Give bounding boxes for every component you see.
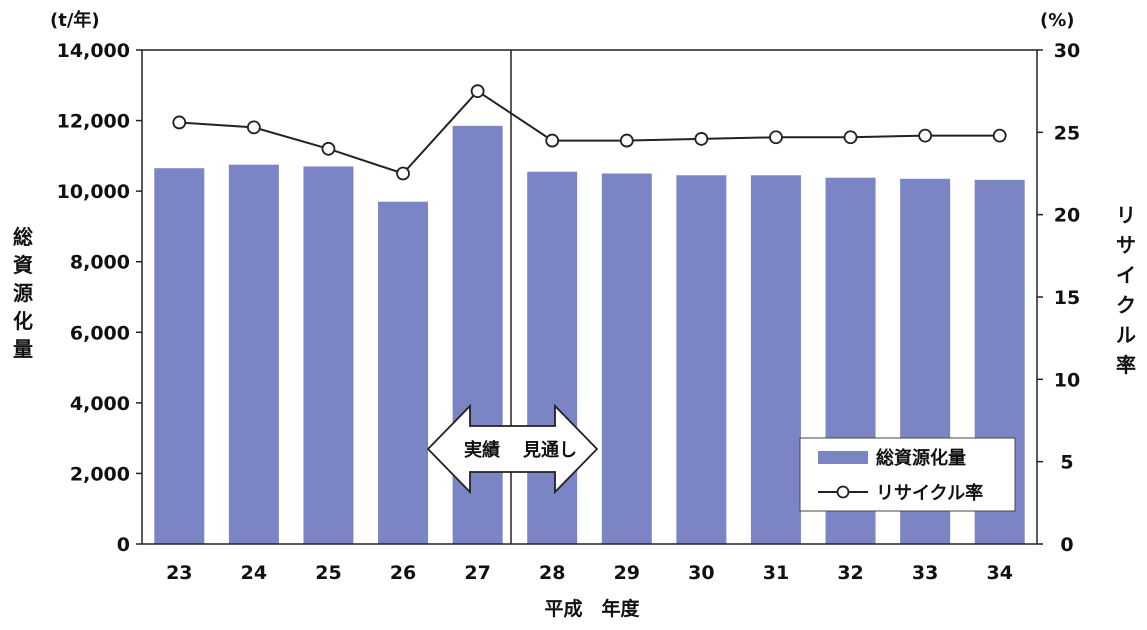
right-tick-label: 20 (1054, 205, 1080, 227)
x-tick-label: 24 (241, 562, 267, 584)
rate-point-29 (619, 133, 634, 148)
left-tick-label: 8,000 (70, 252, 130, 274)
x-tick-label: 23 (166, 562, 192, 584)
legend-box (799, 437, 1016, 512)
right-tick-label: 30 (1054, 40, 1080, 62)
rate-point-28 (545, 133, 560, 148)
left-tick-label: 0 (117, 534, 130, 556)
line-group (172, 84, 1007, 181)
left-tick-label: 12,000 (57, 111, 130, 133)
rate-point-26 (396, 166, 410, 181)
rate-point-25 (321, 141, 336, 156)
x-axis-ticks: 23 24 25 26 27 28 29 30 31 32 33 34 (166, 562, 1013, 584)
bar-28 (527, 171, 578, 544)
x-tick-label: 29 (614, 562, 640, 584)
bar-29 (601, 173, 652, 544)
right-axis-label: リサイクル率 (1116, 203, 1136, 377)
bar-23 (154, 168, 205, 544)
x-tick-label: 34 (986, 562, 1012, 584)
right-axis-ticks: 0 5 10 15 20 25 30 (1037, 40, 1080, 556)
legend-line-marker (836, 485, 850, 499)
left-tick-label: 4,000 (70, 393, 130, 415)
left-axis-ticks: 0 2,000 4,000 6,000 8,000 10,000 12,000 14,000 (57, 40, 142, 556)
forecast-label: 見通し (522, 440, 577, 461)
rate-point-24 (246, 120, 261, 135)
x-axis-label: 平成 年度 (544, 597, 640, 620)
recycle-rate-line (179, 89, 1000, 175)
x-tick-label: 25 (315, 562, 341, 584)
bar-25 (303, 166, 354, 544)
left-tick-label: 6,000 (70, 322, 130, 344)
rate-point-27 (470, 84, 485, 99)
rate-point-23 (172, 115, 187, 130)
rate-point-33 (918, 128, 933, 143)
right-tick-label: 25 (1054, 122, 1080, 144)
right-tick-label: 10 (1054, 369, 1080, 391)
x-tick-label: 32 (837, 562, 863, 584)
x-tick-label: 26 (390, 562, 416, 584)
left-axis-label: 総資源化量 (13, 225, 33, 361)
rate-point-32 (843, 130, 858, 145)
actual-label: 実績 (464, 439, 500, 461)
right-tick-label: 0 (1060, 534, 1073, 556)
legend-line-label: リサイクル率 (876, 482, 983, 504)
x-tick-label: 31 (763, 562, 789, 584)
x-tick-label: 33 (912, 562, 938, 584)
right-tick-label: 15 (1054, 287, 1080, 309)
period-double-arrow (426, 403, 599, 495)
left-tick-label: 10,000 (57, 181, 130, 203)
rate-point-34 (992, 128, 1007, 143)
rate-point-31 (769, 130, 783, 145)
period-annotation: 実績 見通し (426, 403, 599, 495)
bar-31 (750, 175, 801, 544)
rate-point-30 (694, 132, 709, 146)
legend-bar-swatch (818, 451, 868, 464)
right-tick-label: 5 (1060, 452, 1073, 474)
bar-26 (378, 201, 429, 544)
left-tick-label: 14,000 (57, 40, 130, 62)
bar-30 (676, 175, 727, 544)
left-tick-label: 2,000 (70, 463, 130, 485)
left-axis-unit: (t/年) (50, 9, 100, 31)
x-tick-label: 30 (688, 562, 714, 584)
right-axis-unit: (%) (1040, 10, 1075, 31)
x-tick-label: 27 (464, 562, 490, 584)
legend-bar-label: 総資源化量 (876, 447, 966, 469)
legend: 総資源化量 リサイクル率 (799, 437, 1016, 512)
bar-24 (228, 164, 279, 544)
x-tick-label: 28 (539, 562, 565, 584)
